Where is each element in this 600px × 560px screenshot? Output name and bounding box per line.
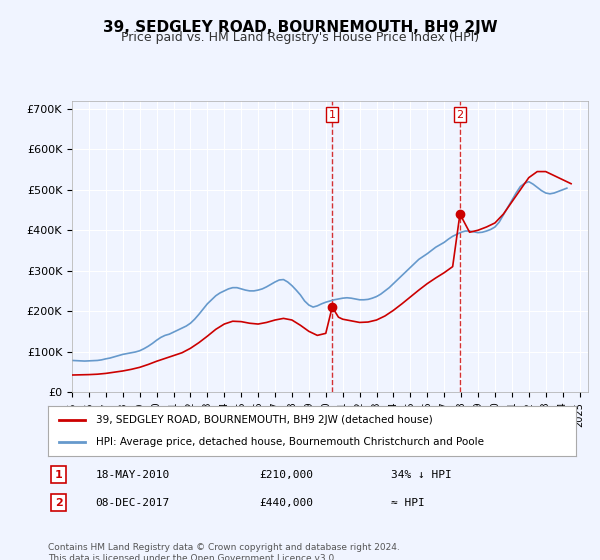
Text: £440,000: £440,000 [259,498,313,507]
Text: £210,000: £210,000 [259,470,313,479]
Text: 1: 1 [329,110,335,119]
Text: Contains HM Land Registry data © Crown copyright and database right 2024.
This d: Contains HM Land Registry data © Crown c… [48,543,400,560]
Text: 08-DEC-2017: 08-DEC-2017 [95,498,170,507]
Text: 1: 1 [55,470,62,479]
Text: 18-MAY-2010: 18-MAY-2010 [95,470,170,479]
Text: ≈ HPI: ≈ HPI [391,498,425,507]
Text: 2: 2 [55,498,62,507]
Text: 39, SEDGLEY ROAD, BOURNEMOUTH, BH9 2JW: 39, SEDGLEY ROAD, BOURNEMOUTH, BH9 2JW [103,20,497,35]
Text: 34% ↓ HPI: 34% ↓ HPI [391,470,452,479]
Text: 39, SEDGLEY ROAD, BOURNEMOUTH, BH9 2JW (detached house): 39, SEDGLEY ROAD, BOURNEMOUTH, BH9 2JW (… [95,415,432,425]
Text: Price paid vs. HM Land Registry's House Price Index (HPI): Price paid vs. HM Land Registry's House … [121,31,479,44]
Text: HPI: Average price, detached house, Bournemouth Christchurch and Poole: HPI: Average price, detached house, Bour… [95,437,484,447]
Text: 2: 2 [457,110,463,119]
